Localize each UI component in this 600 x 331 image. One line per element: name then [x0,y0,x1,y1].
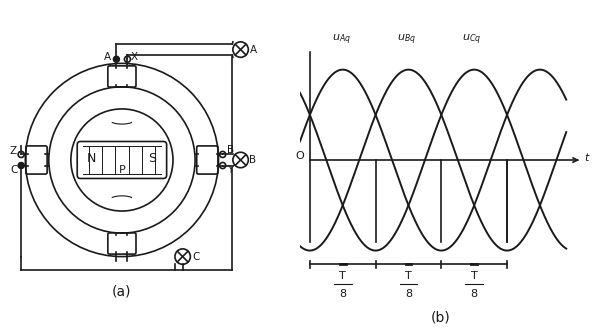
Text: t: t [584,153,589,163]
Text: C: C [192,252,200,261]
Text: X: X [131,52,138,62]
Circle shape [113,56,119,62]
Text: (a): (a) [112,284,131,298]
Text: (b): (b) [431,311,451,325]
Text: S: S [148,152,156,165]
Text: N: N [87,152,96,165]
Text: T: T [405,271,412,281]
Text: P: P [119,166,125,175]
Text: 8: 8 [339,289,346,299]
Text: 8: 8 [470,289,478,299]
Text: C: C [10,165,17,175]
Text: $u_{Aq}$: $u_{Aq}$ [332,32,351,47]
Text: O: O [295,152,304,162]
Text: T: T [471,271,478,281]
Text: 8: 8 [405,289,412,299]
Text: Y: Y [227,165,233,175]
Text: B: B [250,155,257,165]
Circle shape [18,163,24,168]
Text: A: A [104,52,111,62]
Text: T: T [340,271,346,281]
Text: Z: Z [10,146,16,156]
Text: B: B [227,145,233,155]
Text: $u_{Cq}$: $u_{Cq}$ [462,32,481,47]
Text: $u_{Bq}$: $u_{Bq}$ [397,32,416,47]
Text: A: A [250,45,257,55]
